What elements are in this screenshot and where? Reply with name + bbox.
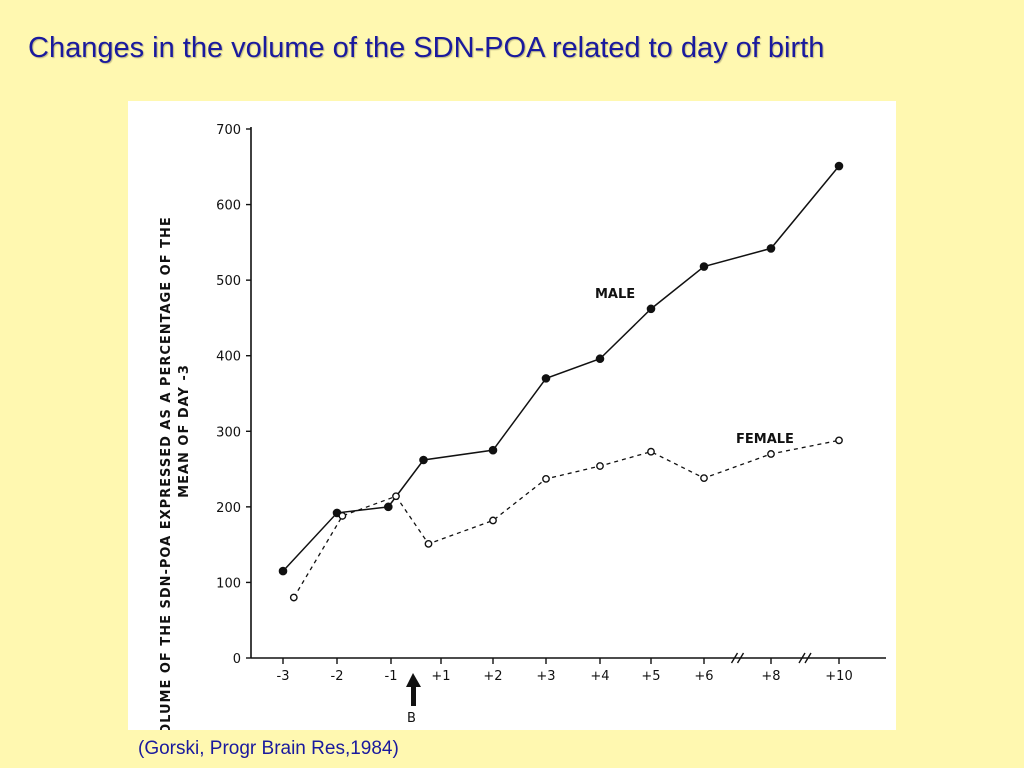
y-tick-label-200: 200 — [216, 501, 241, 516]
y-axis-title-line1: VOLUME OF THE SDN-POA EXPRESSED AS A PER… — [159, 216, 174, 730]
series-label-female: FEMALE — [736, 432, 794, 447]
labels-layer: VOLUME OF THE SDN-POA EXPRESSED AS A PER… — [159, 216, 794, 730]
y-axis-title-line2: MEAN OF DAY -3 — [177, 364, 192, 498]
y-tick-label-500: 500 — [216, 274, 241, 289]
y-ticks: 0 100 200 300 400 500 600 700 — [216, 123, 251, 667]
axis-break-0-1 — [736, 652, 745, 664]
point-female-9 — [767, 450, 775, 458]
chart-svg: 0 100 200 300 400 500 600 700 -3 -2 -1 +1 +2 +3 +4 +5 +… — [159, 123, 886, 730]
axis-break-0-0 — [730, 652, 739, 664]
x-tick-label-+4: +4 — [590, 669, 609, 684]
point-male-9 — [766, 244, 776, 253]
x-ticks: -3 -2 -1 +1 +2 +3 +4 +5 +6 +8 +10 — [277, 658, 853, 684]
point-female-2 — [392, 492, 400, 501]
point-male-2 — [383, 502, 393, 512]
y-tick-label-0: 0 — [233, 652, 241, 667]
point-male-3 — [419, 455, 428, 465]
axis-break-1-0 — [798, 652, 806, 664]
point-female-8 — [700, 474, 708, 483]
series-label-male: MALE — [595, 287, 635, 302]
x-tick-label-+1: +1 — [431, 669, 450, 684]
axis-break-1-1 — [804, 652, 812, 664]
x-tick-label-+3: +3 — [536, 669, 555, 684]
series-layer — [278, 161, 844, 602]
y-tick-label-100: 100 — [216, 576, 241, 591]
series-line-female — [293, 439, 840, 598]
y-tick-label-300: 300 — [216, 425, 241, 440]
point-female-5 — [542, 474, 550, 483]
point-male-4 — [488, 445, 498, 455]
point-male-6 — [595, 354, 605, 364]
citation-caption: (Gorski, Progr Brain Res,1984) — [138, 738, 399, 759]
x-tick-label-+8: +8 — [761, 669, 780, 684]
x-tick-label-+10: +10 — [825, 669, 852, 684]
x-tick-label--1: -1 — [385, 669, 398, 684]
series-line-male — [282, 165, 840, 572]
point-female-0 — [289, 593, 298, 602]
slide-title: Changes in the volume of the SDN-POA rel… — [28, 32, 825, 64]
point-male-7 — [646, 304, 656, 314]
point-female-1 — [338, 512, 347, 520]
birth-marker-label: B — [407, 711, 416, 726]
point-female-6 — [596, 462, 604, 470]
x-tick-label--3: -3 — [277, 669, 290, 684]
y-tick-label-700: 700 — [216, 123, 241, 138]
point-female-10 — [835, 436, 843, 445]
point-female-4 — [489, 516, 497, 525]
x-tick-label-+5: +5 — [641, 669, 660, 684]
y-tick-label-600: 600 — [216, 199, 241, 214]
birth-arrow-icon — [406, 673, 421, 706]
point-male-10 — [834, 161, 844, 171]
chart-figure: 0 100 200 300 400 500 600 700 -3 -2 -1 +1 +2 +3 +4 +5 +… — [128, 101, 896, 730]
point-female-7 — [647, 447, 655, 456]
y-tick-label-400: 400 — [216, 350, 241, 365]
axis-breaks — [730, 652, 812, 664]
point-male-0 — [278, 566, 288, 576]
point-male-5 — [541, 374, 551, 383]
x-tick-label-+2: +2 — [483, 669, 502, 684]
x-tick-label-+6: +6 — [694, 669, 713, 684]
point-female-3 — [424, 539, 433, 548]
birth-marker: B — [406, 673, 421, 726]
point-male-8 — [699, 262, 709, 271]
axes-layer — [250, 127, 886, 659]
x-tick-label--2: -2 — [331, 669, 344, 684]
